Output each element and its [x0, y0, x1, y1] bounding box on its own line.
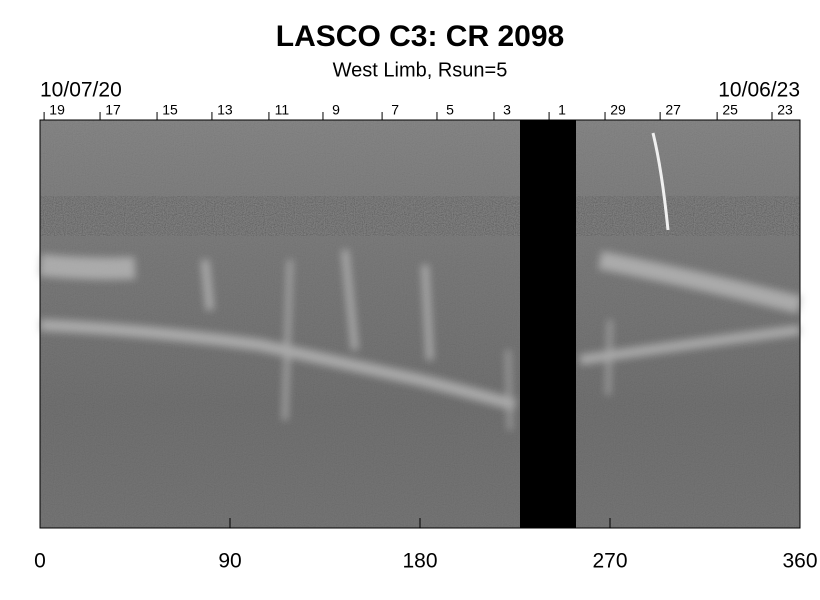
- day-tick-label: 13: [217, 102, 233, 118]
- x-tick-label: 270: [592, 550, 627, 573]
- day-tick-label: 27: [665, 102, 681, 118]
- day-tick-label: 15: [162, 102, 178, 118]
- day-tick-label: 29: [610, 102, 626, 118]
- chart-title: LASCO C3: CR 2098: [276, 20, 564, 53]
- day-tick-label: 3: [503, 102, 511, 118]
- x-tick-label: 0: [34, 550, 46, 573]
- day-tick-label: 1: [558, 102, 566, 118]
- map-image: [38, 120, 803, 528]
- chart-subtitle: West Limb, Rsun=5: [333, 59, 508, 81]
- x-tick-label: 90: [218, 550, 241, 573]
- start-date: 10/07/20: [40, 79, 122, 102]
- day-tick-label: 5: [446, 102, 454, 118]
- end-date: 10/06/23: [718, 79, 800, 102]
- x-tick-label: 180: [402, 550, 437, 573]
- x-tick-label: 360: [782, 550, 817, 573]
- day-tick-label: 19: [49, 102, 65, 118]
- day-tick-label: 25: [722, 102, 738, 118]
- day-tick-label: 17: [105, 102, 121, 118]
- day-tick-label: 7: [391, 102, 399, 118]
- day-tick-label: 9: [332, 102, 340, 118]
- day-tick-label: 11: [275, 102, 290, 118]
- day-tick-label: 23: [777, 102, 793, 118]
